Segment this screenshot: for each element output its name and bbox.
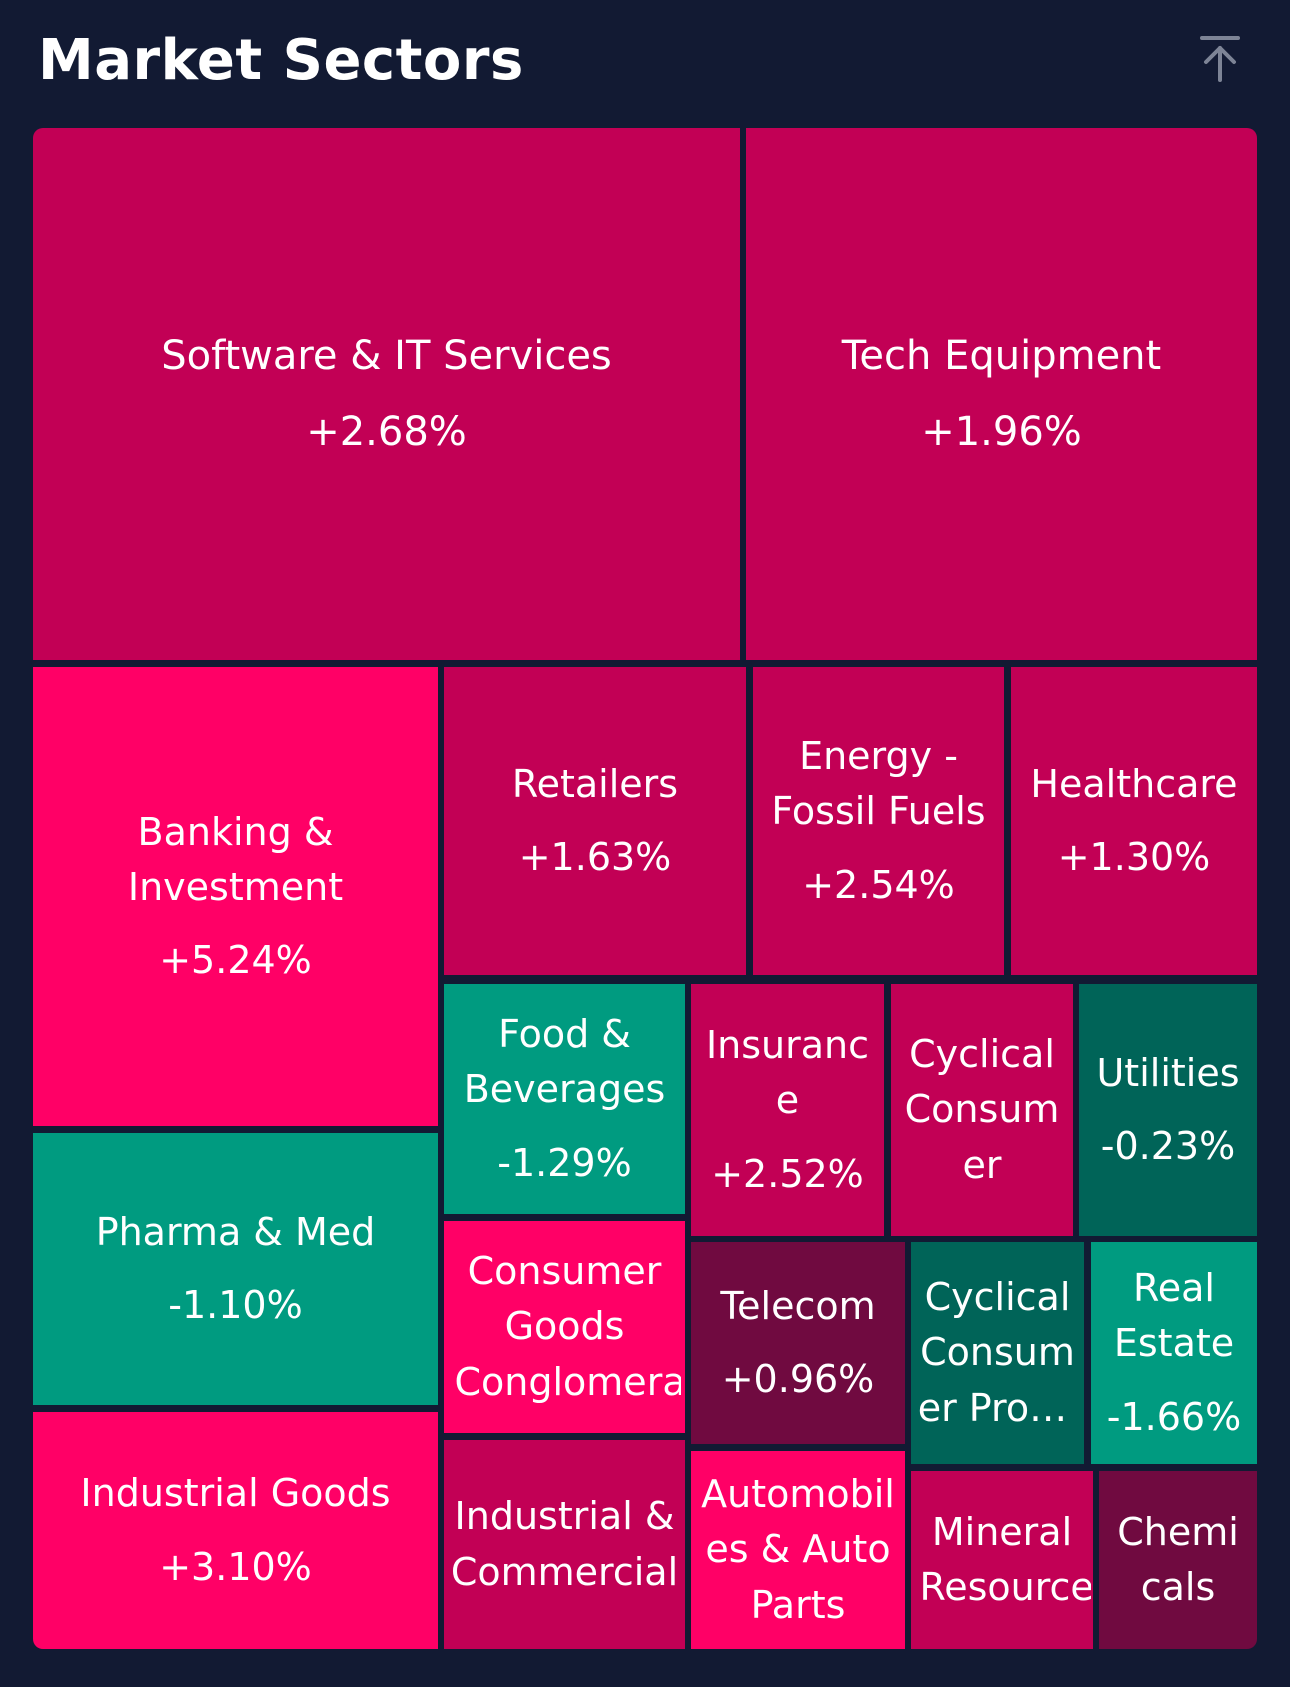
sector-tile-industrial-commercial[interactable]: Industrial & Commercial	[444, 1440, 685, 1649]
sector-tile-cyclical-consumer[interactable]: Cyclical Consumer	[891, 984, 1073, 1236]
sector-name: Software & IT Services	[161, 333, 612, 379]
arrow-up-to-line-icon	[1200, 36, 1240, 82]
page-title: Market Sectors	[38, 28, 524, 93]
sector-tile-energy-fossil-fuels[interactable]: Energy - Fossil Fuels +2.54%	[753, 667, 1004, 975]
sector-tile-chemicals[interactable]: Chemicals	[1099, 1471, 1257, 1649]
sector-tile-mineral-resources[interactable]: Mineral Resources	[911, 1471, 1093, 1649]
sector-tile-cyclical-consumer-products[interactable]: Cyclical Consumer Products	[911, 1242, 1084, 1464]
sector-name: Industrial Goods	[80, 1471, 391, 1516]
sector-name: Food & Beverages	[463, 1012, 666, 1112]
sector-name: Telecom	[720, 1283, 876, 1328]
sector-change: -1.66%	[1106, 1394, 1242, 1439]
sector-tile-insurance[interactable]: Insurance +2.52%	[691, 984, 884, 1236]
sector-name: Chemicals	[1117, 1509, 1239, 1609]
sector-change: -1.10%	[168, 1283, 303, 1327]
sector-change: -0.23%	[1100, 1124, 1236, 1168]
sector-tile-consumer-goods-conglomerates[interactable]: Consumer Goods Conglomerates	[444, 1221, 685, 1433]
sector-name: Consumer Goods Conglomerates	[454, 1249, 681, 1404]
sector-change: +1.63%	[518, 835, 672, 879]
sector-change: +0.96%	[721, 1357, 875, 1401]
sector-tile-tech-equipment[interactable]: Tech Equipment +1.96%	[746, 128, 1257, 660]
sector-change: +2.52%	[711, 1151, 864, 1196]
sector-change: +1.96%	[921, 409, 1082, 455]
sector-tile-telecom[interactable]: Telecom +0.96%	[691, 1242, 905, 1444]
sector-name: Pharma & Med	[95, 1209, 376, 1254]
sector-name: Cyclical Consumer	[904, 1032, 1060, 1187]
sector-tile-industrial-goods[interactable]: Industrial Goods +3.10%	[33, 1412, 438, 1649]
sector-name: Mineral Resources	[919, 1509, 1091, 1609]
sector-change: +1.30%	[1057, 835, 1211, 879]
sector-name: Healthcare	[1030, 761, 1238, 806]
sector-name: Industrial & Commercial	[450, 1494, 679, 1594]
sector-name: Tech Equipment	[841, 333, 1162, 379]
sector-treemap: Software & IT Services +2.68% Tech Equip…	[33, 128, 1257, 1649]
sector-change: +2.54%	[802, 862, 955, 907]
sector-change: +3.10%	[159, 1544, 312, 1589]
sector-tile-pharma-med[interactable]: Pharma & Med -1.10%	[33, 1133, 438, 1405]
sector-tile-retailers[interactable]: Retailers +1.63%	[444, 667, 746, 975]
sector-tile-banking-investment[interactable]: Banking & Investment +5.24%	[33, 667, 438, 1126]
sector-tile-automobiles-auto-parts[interactable]: Automobiles & Auto Parts	[691, 1451, 905, 1649]
sector-tile-utilities[interactable]: Utilities -0.23%	[1079, 984, 1257, 1236]
sector-name: Cyclical Consumer Products	[917, 1275, 1078, 1430]
sector-change: -1.29%	[497, 1140, 632, 1185]
sector-tile-healthcare[interactable]: Healthcare +1.30%	[1011, 667, 1257, 975]
sector-change: +2.68%	[306, 409, 467, 455]
sector-change: +5.24%	[159, 938, 312, 983]
sector-name: Energy - Fossil Fuels	[771, 734, 986, 834]
sector-name: Utilities	[1096, 1050, 1240, 1095]
sector-name: Automobiles & Auto Parts	[701, 1472, 895, 1627]
sector-name: Real Estate	[1113, 1266, 1235, 1366]
sector-tile-software-it-services[interactable]: Software & IT Services +2.68%	[33, 128, 740, 660]
sector-tile-real-estate[interactable]: Real Estate -1.66%	[1091, 1242, 1257, 1464]
sector-name: Banking & Investment	[127, 809, 344, 909]
sector-name: Retailers	[511, 761, 679, 806]
collapse-button[interactable]	[1192, 30, 1248, 86]
sector-name: Insurance	[705, 1023, 870, 1123]
sector-tile-food-beverages[interactable]: Food & Beverages -1.29%	[444, 984, 685, 1214]
